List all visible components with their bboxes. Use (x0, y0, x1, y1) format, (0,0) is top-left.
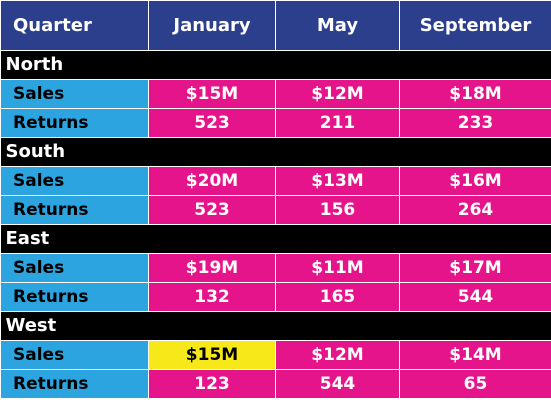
sales-value: $19M (148, 253, 276, 283)
metric-label-returns: Returns (0, 195, 149, 225)
quarter-header: Quarter (0, 0, 149, 51)
sales-value: $12M (275, 79, 400, 109)
sales-value-highlighted: $15M (148, 340, 276, 370)
region-row-north: North (0, 50, 551, 80)
table-row: Returns 523 156 264 (0, 195, 551, 225)
metric-label-sales: Sales (0, 340, 149, 370)
returns-value: 123 (148, 369, 276, 399)
sales-value: $11M (275, 253, 400, 283)
metric-label-returns: Returns (0, 108, 149, 138)
table-row: Returns 132 165 544 (0, 282, 551, 312)
returns-value: 544 (399, 282, 551, 312)
region-name: North (0, 50, 551, 80)
sales-value: $17M (399, 253, 551, 283)
sales-value: $20M (148, 166, 276, 196)
table-row: Sales $15M $12M $18M (0, 79, 551, 109)
metric-label-returns: Returns (0, 369, 149, 399)
returns-value: 264 (399, 195, 551, 225)
region-name: West (0, 311, 551, 341)
returns-value: 233 (399, 108, 551, 138)
returns-value: 65 (399, 369, 551, 399)
metric-label-sales: Sales (0, 166, 149, 196)
sales-value: $13M (275, 166, 400, 196)
sales-value: $12M (275, 340, 400, 370)
table-row: Sales $15M $12M $14M (0, 340, 551, 370)
metric-label-sales: Sales (0, 253, 149, 283)
sales-value: $16M (399, 166, 551, 196)
table-row: Returns 123 544 65 (0, 369, 551, 399)
sales-value: $18M (399, 79, 551, 109)
region-row-west: West (0, 311, 551, 341)
region-name: South (0, 137, 551, 167)
sales-value: $14M (399, 340, 551, 370)
month-header-may: May (275, 0, 400, 51)
returns-value: 544 (275, 369, 400, 399)
table-row: Returns 523 211 233 (0, 108, 551, 138)
returns-value: 523 (148, 108, 276, 138)
region-row-south: South (0, 137, 551, 167)
returns-value: 211 (275, 108, 400, 138)
metric-label-returns: Returns (0, 282, 149, 312)
sales-value: $15M (148, 79, 276, 109)
region-row-east: East (0, 224, 551, 254)
metric-label-sales: Sales (0, 79, 149, 109)
region-name: East (0, 224, 551, 254)
table-row: Sales $20M $13M $16M (0, 166, 551, 196)
returns-value: 165 (275, 282, 400, 312)
returns-value: 156 (275, 195, 400, 225)
month-header-september: September (399, 0, 551, 51)
returns-value: 523 (148, 195, 276, 225)
month-header-january: January (148, 0, 276, 51)
returns-value: 132 (148, 282, 276, 312)
header-row: Quarter January May September (0, 0, 551, 51)
table-row: Sales $19M $11M $17M (0, 253, 551, 283)
